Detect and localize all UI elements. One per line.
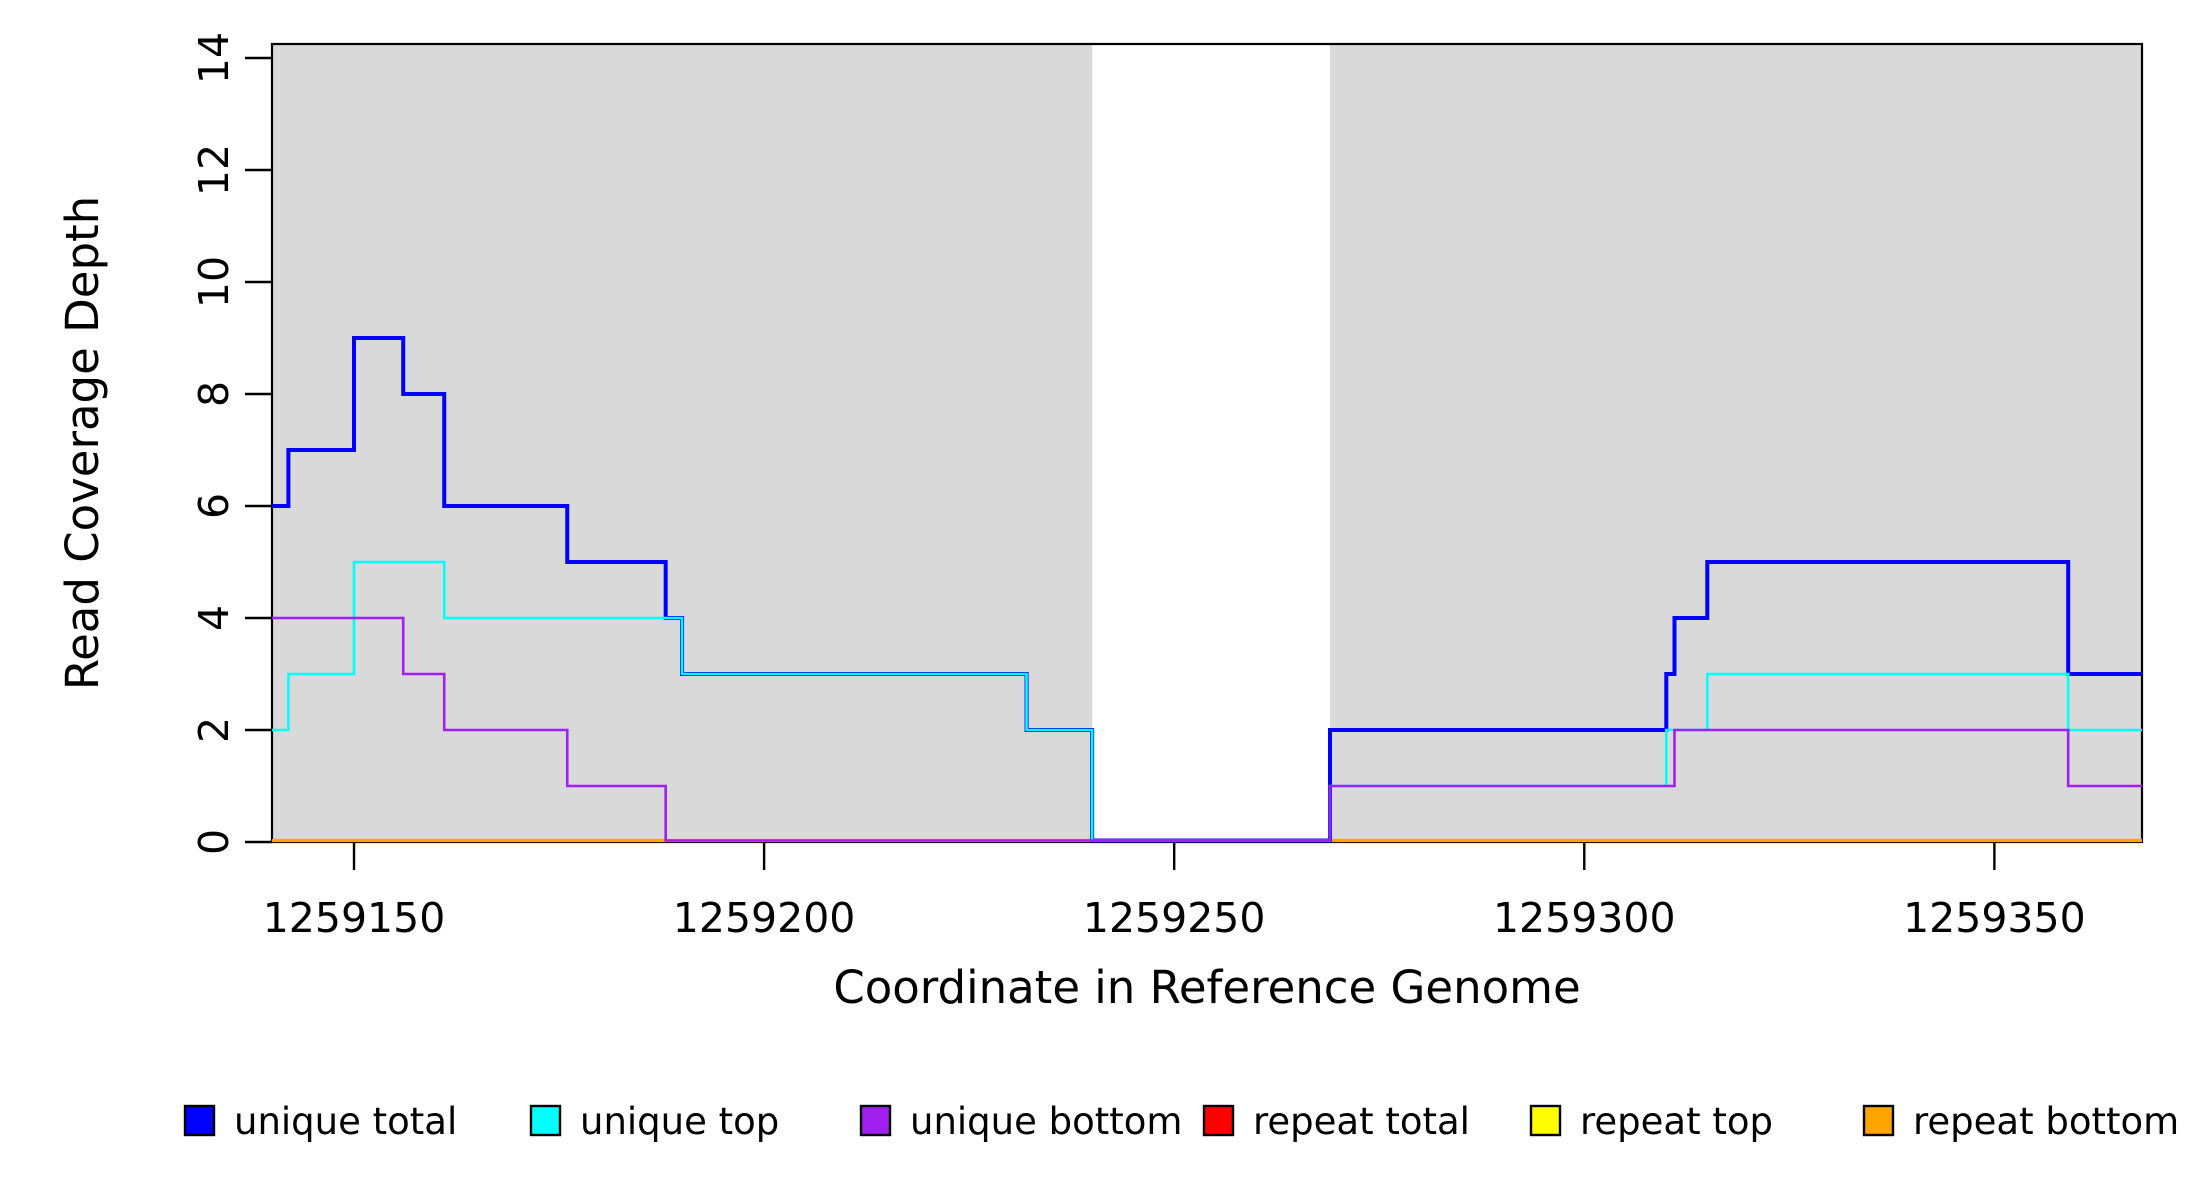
shaded-region	[272, 44, 1093, 842]
y-axis: 0 2 4 6 8 10 12 14	[190, 32, 272, 855]
y-axis-tick-label: 14	[190, 32, 238, 84]
y-axis-tick-label: 12	[190, 144, 238, 196]
y-axis-tick-label: 8	[190, 381, 238, 407]
x-axis-title: Coordinate in Reference Genome	[833, 961, 1580, 1014]
legend-swatch	[1202, 1104, 1235, 1137]
x-axis-tick-label: 1259200	[673, 894, 856, 942]
legend-item-unique-total: unique total	[183, 1100, 457, 1143]
legend-swatch	[1529, 1104, 1562, 1137]
y-axis-tick-label: 4	[190, 605, 238, 631]
legend-item-repeat-bottom: repeat bottom	[1862, 1100, 2179, 1143]
x-axis-tick-label: 1259150	[263, 894, 446, 942]
x-axis-tick-label: 1259250	[1083, 894, 1266, 942]
legend-label: unique total	[234, 1100, 457, 1143]
legend: unique total unique top unique bottom repea…	[183, 1100, 2179, 1143]
legend-label: repeat top	[1580, 1100, 1773, 1143]
shaded-region	[1330, 44, 2142, 842]
legend-label: repeat bottom	[1913, 1100, 2179, 1143]
y-axis-tick-label: 10	[190, 256, 238, 308]
series-unique-bottom	[272, 616, 2142, 842]
legend-item-unique-bottom: unique bottom	[859, 1100, 1182, 1143]
legend-item-repeat-top: repeat top	[1529, 1100, 1773, 1143]
y-axis-tick-label: 6	[190, 493, 238, 519]
y-axis-tick-label: 0	[190, 829, 238, 855]
series-group	[272, 336, 2142, 843]
x-axis: 1259150 1259200 1259250 1259300 1259350	[263, 842, 2086, 942]
legend-item-repeat-total: repeat total	[1202, 1100, 1470, 1143]
x-axis-tick-label: 1259300	[1493, 894, 1676, 942]
legend-label: unique bottom	[910, 1100, 1182, 1143]
legend-item-unique-top: unique top	[529, 1100, 779, 1143]
legend-label: repeat total	[1253, 1100, 1470, 1143]
y-axis-title: Read Coverage Depth	[56, 196, 109, 690]
legend-swatch	[859, 1104, 892, 1137]
y-axis-tick-label: 2	[190, 717, 238, 743]
x-axis-tick-label: 1259350	[1903, 894, 2086, 942]
legend-swatch	[183, 1104, 216, 1137]
legend-label: unique top	[580, 1100, 779, 1143]
legend-swatch	[1862, 1104, 1895, 1137]
legend-swatch	[529, 1104, 562, 1137]
shaded-regions-group	[272, 44, 2142, 842]
